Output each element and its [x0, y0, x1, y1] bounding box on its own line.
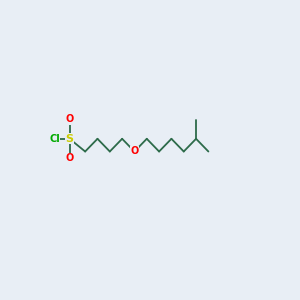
Text: O: O — [65, 153, 74, 164]
Text: O: O — [65, 114, 74, 124]
Text: Cl: Cl — [49, 134, 60, 144]
Text: S: S — [66, 134, 74, 144]
Text: O: O — [130, 146, 139, 157]
